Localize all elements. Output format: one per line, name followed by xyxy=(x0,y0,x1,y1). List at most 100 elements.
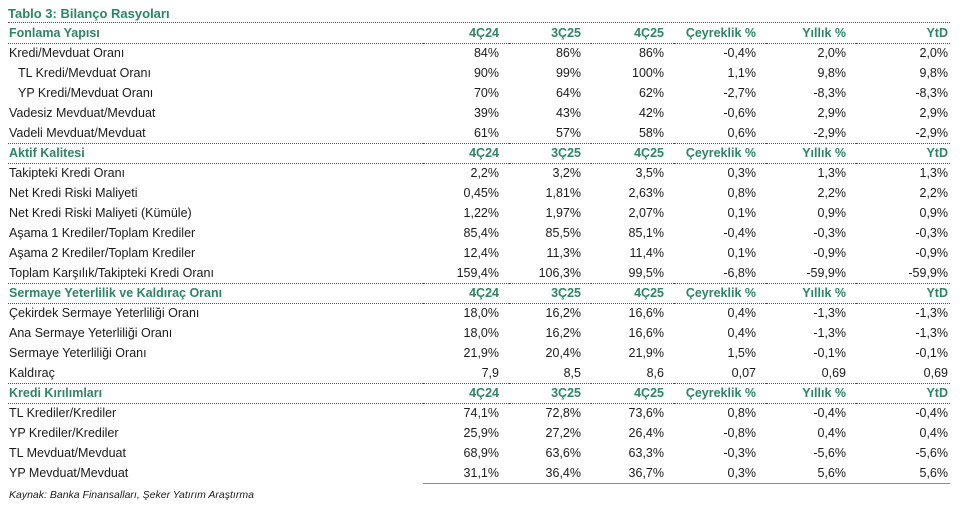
column-header: 4Ç25 xyxy=(591,282,674,304)
cell-value: -0,1% xyxy=(915,346,948,360)
column-header: 4Ç25 xyxy=(591,23,674,44)
table-row: Sermaye Yeterliliği Oranı 21,9% 20,4% 21,9%… xyxy=(8,343,950,363)
column-header: 4Ç25 xyxy=(591,142,674,164)
cell-value: 43% xyxy=(555,106,581,120)
row-label: Vadeli Mevduat/Mevduat xyxy=(9,125,146,140)
row-label: Aşama 1 Krediler/Toplam Krediler xyxy=(9,226,196,240)
table-row: TL Kredi/Mevduat Oranı 90% 99% 100% 1,1% 9,8%… xyxy=(8,63,950,83)
cell-value: 58% xyxy=(638,125,664,140)
cell-value: -0,8% xyxy=(723,426,756,440)
cell-value: -1,3% xyxy=(813,326,846,340)
table-row: YP Kredi/Mevduat Oranı 70% 64% 62% -2,7% -8,3… xyxy=(8,83,950,103)
cell-value: 0,4% xyxy=(727,326,757,340)
section-header-row: Sermaye Yeterlilik ve Kaldıraç Oranı 4Ç24… xyxy=(8,282,950,304)
cell-value: -8,3% xyxy=(813,86,846,100)
cell-value: 21,9% xyxy=(628,346,664,360)
cell-value: 42% xyxy=(638,106,664,120)
cell-value: 1,97% xyxy=(545,206,581,220)
cell-value: 16,2% xyxy=(545,326,581,340)
cell-value: -2,9% xyxy=(915,125,948,140)
cell-value: 85,1% xyxy=(628,226,664,240)
column-header: 3Ç25 xyxy=(509,382,591,404)
cell-value: 68,9% xyxy=(463,446,499,460)
cell-value: 2,2% xyxy=(919,186,949,200)
column-header: Çeyreklik % xyxy=(674,142,766,164)
section-header-label: Sermaye Yeterlilik ve Kaldıraç Oranı xyxy=(8,282,423,304)
table-row: Takipteki Kredi Oranı 2,2% 3,2% 3,5% 0,3% 1,3… xyxy=(8,163,950,183)
row-label: YP Kredi/Mevduat Oranı xyxy=(18,86,154,100)
cell-value: 0,1% xyxy=(727,206,757,220)
cell-value: 36,7% xyxy=(591,463,674,484)
cell-value: 64% xyxy=(555,86,581,100)
cell-value: 18,0% xyxy=(463,306,499,321)
table-row: TL Mevduat/Mevduat 68,9% 63,6% 63,3% -0,3% -5… xyxy=(8,443,950,463)
cell-value: 25,9% xyxy=(463,426,499,440)
cell-value: 1,1% xyxy=(727,66,757,80)
cell-value: 159,4% xyxy=(456,265,499,280)
cell-value: 0,4% xyxy=(919,426,949,440)
row-label: Net Kredi Riski Maliyeti (Kümüle) xyxy=(9,206,192,220)
section-header-label: Aktif Kalitesi xyxy=(8,142,423,164)
column-header: 3Ç25 xyxy=(509,282,591,304)
cell-value: 0,3% xyxy=(727,166,757,181)
cell-value: -5,6% xyxy=(915,446,948,460)
cell-value: -5,6% xyxy=(813,446,846,460)
cell-value: -0,3% xyxy=(723,446,756,460)
row-label: Vadesiz Mevduat/Mevduat xyxy=(9,106,156,120)
cell-value: 20,4% xyxy=(545,346,581,360)
cell-value: 5,6% xyxy=(766,463,856,484)
row-label: Kaldıraç xyxy=(9,365,55,380)
section-header-label: Kredi Kırılımları xyxy=(8,382,423,404)
cell-value: 18,0% xyxy=(463,326,499,340)
cell-value: 62% xyxy=(638,86,664,100)
table-row: Ana Sermaye Yeterliliği Oranı 18,0% 16,2% 1… xyxy=(8,323,950,343)
cell-value: 2,2% xyxy=(470,166,500,181)
table-body: Fonlama Yapısı 4Ç24 3Ç25 4Ç25 Çeyreklik % Yıl… xyxy=(8,23,950,484)
balance-sheet-ratios-table: Fonlama Yapısı 4Ç24 3Ç25 4Ç25 Çeyreklik % Yıl… xyxy=(8,23,950,484)
cell-value: 36,4% xyxy=(509,463,591,484)
table-row: TL Krediler/Krediler 74,1% 72,8% 73,6% 0,8% -… xyxy=(8,403,950,423)
column-header: YtD xyxy=(856,282,950,304)
column-header: 4Ç24 xyxy=(423,382,509,404)
cell-value: 26,4% xyxy=(628,426,664,440)
column-header: Çeyreklik % xyxy=(674,23,766,44)
cell-value: 90% xyxy=(473,66,499,80)
column-header: Yıllık % xyxy=(766,382,856,404)
table-row: YP Mevduat/Mevduat 31,1% 36,4% 36,7% 0,3% 5,6… xyxy=(8,463,950,484)
cell-value: -0,3% xyxy=(813,226,846,240)
cell-value: -1,3% xyxy=(915,306,948,321)
cell-value: 2,63% xyxy=(628,186,664,200)
cell-value: 1,22% xyxy=(463,206,499,220)
section-header-label: Fonlama Yapısı xyxy=(8,23,423,44)
column-header: Çeyreklik % xyxy=(674,382,766,404)
cell-value: 57% xyxy=(555,125,581,140)
table-row: Aşama 1 Krediler/Toplam Krediler 85,4% 85,… xyxy=(8,223,950,243)
cell-value: 0,6% xyxy=(727,125,757,140)
cell-value: 0,9% xyxy=(817,206,847,220)
cell-value: -1,3% xyxy=(915,326,948,340)
cell-value: 2,07% xyxy=(628,206,664,220)
cell-value: 1,81% xyxy=(545,186,581,200)
row-label: Takipteki Kredi Oranı xyxy=(9,166,126,181)
table-row: Net Kredi Riski Maliyeti 0,45% 1,81% 2,63% 0… xyxy=(8,183,950,203)
cell-value: 5,6% xyxy=(856,463,950,484)
cell-value: 2,9% xyxy=(817,106,847,120)
cell-value: -0,4% xyxy=(915,406,948,421)
cell-value: 1,3% xyxy=(817,166,847,181)
cell-value: -2,7% xyxy=(723,86,756,100)
cell-value: 0,8% xyxy=(727,186,757,200)
table-row: Çekirdek Sermaye Yeterliliği Oranı 18,0% 1… xyxy=(8,303,950,323)
row-label: Çekirdek Sermaye Yeterliliği Oranı xyxy=(9,306,200,321)
column-header: YtD xyxy=(856,23,950,44)
cell-value: 70% xyxy=(473,86,499,100)
cell-value: 0,69 xyxy=(821,365,846,380)
table-row: Toplam Karşılık/Takipteki Kredi Oranı 159… xyxy=(8,263,950,283)
cell-value: -8,3% xyxy=(915,86,948,100)
row-label: Aşama 2 Krediler/Toplam Krediler xyxy=(9,246,196,260)
cell-value: 9,8% xyxy=(817,66,847,80)
cell-value: 86% xyxy=(638,46,664,61)
cell-value: 21,9% xyxy=(463,346,499,360)
cell-value: -1,3% xyxy=(813,306,846,321)
cell-value: 99% xyxy=(555,66,581,80)
